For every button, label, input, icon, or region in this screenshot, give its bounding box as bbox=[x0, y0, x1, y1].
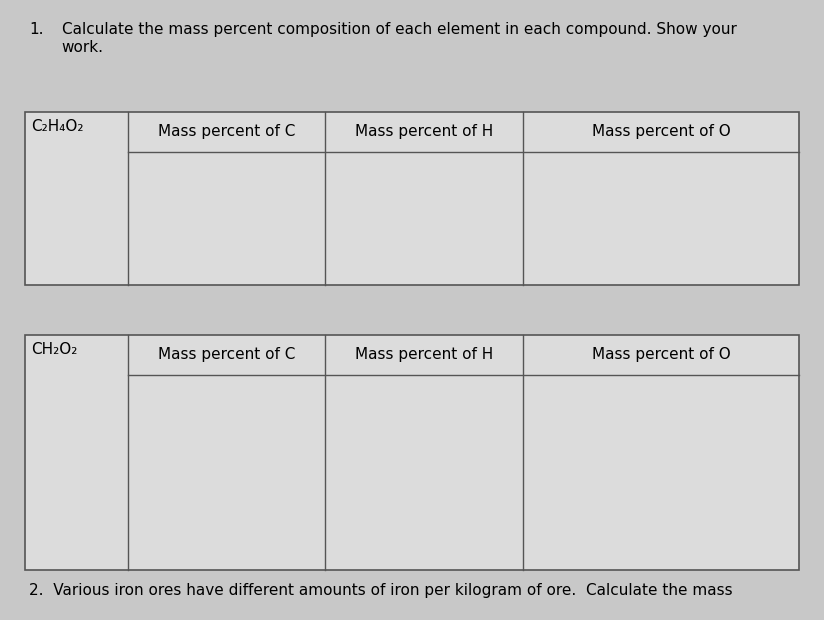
Text: CH₂O₂: CH₂O₂ bbox=[31, 342, 77, 357]
Text: Mass percent of C: Mass percent of C bbox=[158, 124, 295, 140]
Text: 1.: 1. bbox=[29, 22, 44, 37]
Text: Mass percent of O: Mass percent of O bbox=[592, 124, 731, 140]
Bar bbox=[25, 335, 799, 570]
Text: Mass percent of H: Mass percent of H bbox=[355, 347, 494, 363]
Text: C₂H₄O₂: C₂H₄O₂ bbox=[31, 119, 84, 134]
Bar bbox=[25, 112, 799, 285]
Text: Mass percent of C: Mass percent of C bbox=[158, 347, 295, 363]
Text: Mass percent of H: Mass percent of H bbox=[355, 124, 494, 140]
Text: 2.  Various iron ores have different amounts of iron per kilogram of ore.  Calcu: 2. Various iron ores have different amou… bbox=[29, 583, 733, 598]
Text: Mass percent of O: Mass percent of O bbox=[592, 347, 731, 363]
Text: work.: work. bbox=[62, 40, 104, 55]
Text: Calculate the mass percent composition of each element in each compound. Show yo: Calculate the mass percent composition o… bbox=[62, 22, 737, 37]
